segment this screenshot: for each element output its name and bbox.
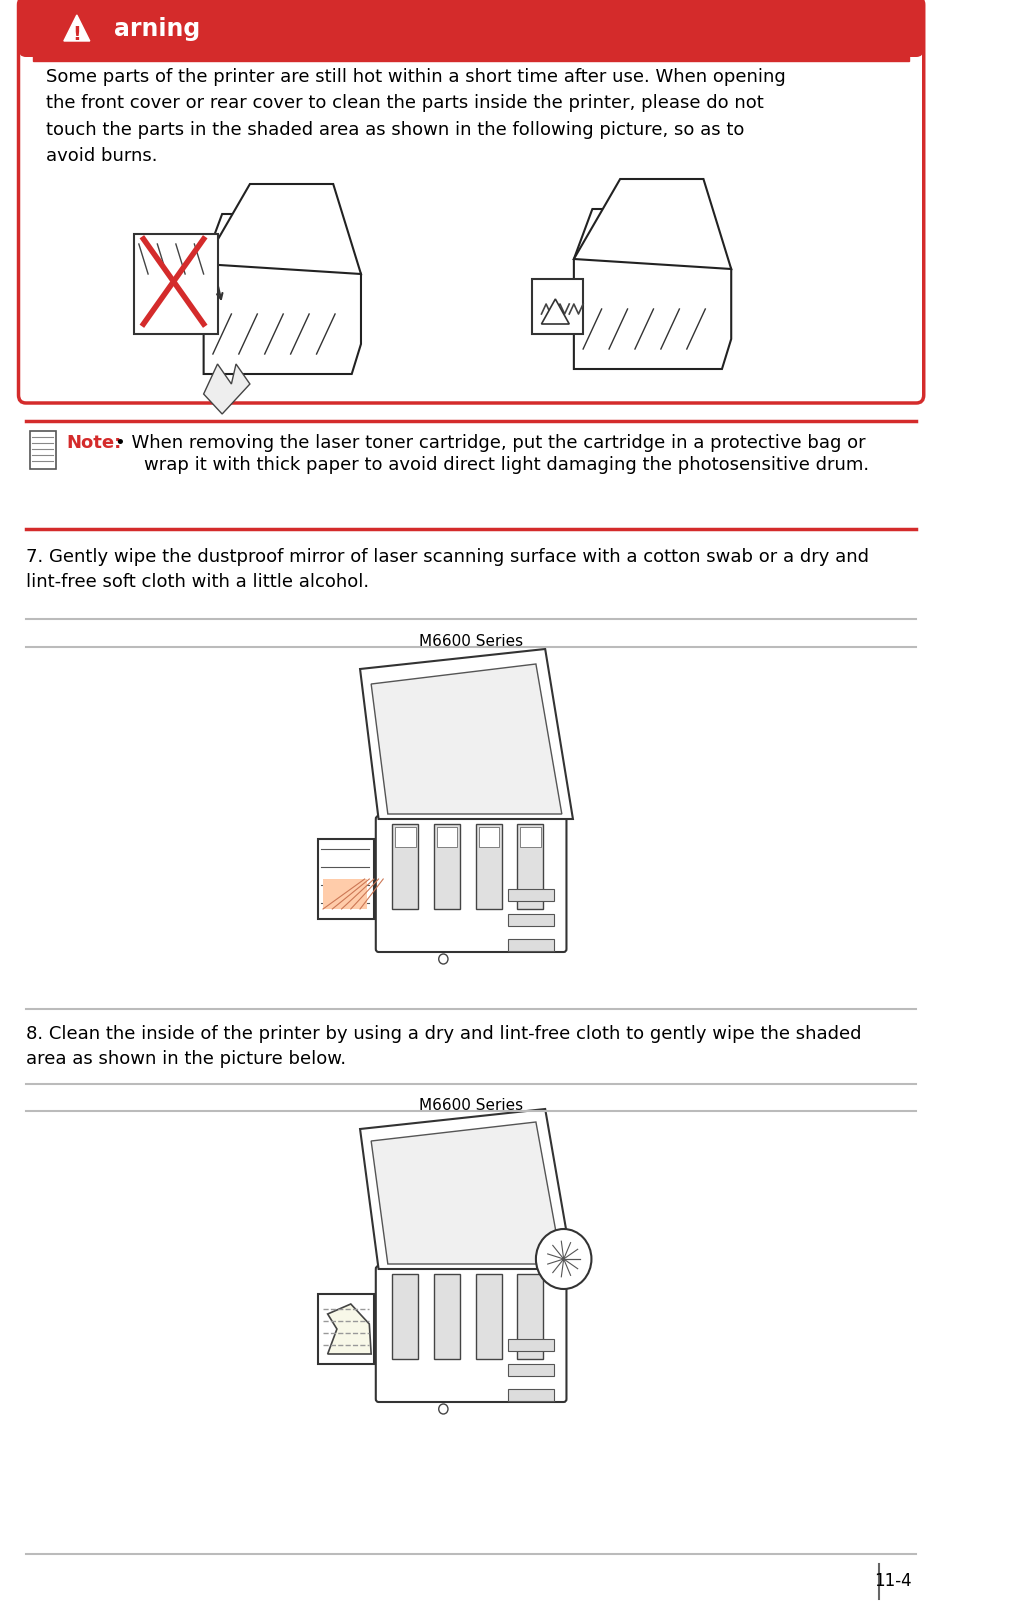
Polygon shape: [204, 364, 249, 414]
Polygon shape: [328, 1305, 372, 1355]
Bar: [517, 825, 544, 910]
Text: • When removing the laser toner cartridge, put the cartridge in a protective bag: • When removing the laser toner cartridg…: [115, 433, 865, 451]
Bar: [475, 1274, 502, 1359]
Polygon shape: [204, 215, 361, 374]
Bar: [508, 889, 555, 902]
Text: 11-4: 11-4: [874, 1571, 912, 1589]
FancyBboxPatch shape: [376, 817, 566, 952]
Bar: [393, 825, 418, 910]
Polygon shape: [372, 1122, 562, 1265]
Bar: [508, 1364, 555, 1375]
Bar: [34, 48, 909, 63]
Circle shape: [439, 955, 448, 965]
Polygon shape: [574, 210, 731, 369]
Text: M6600 Series: M6600 Series: [419, 1098, 523, 1112]
Polygon shape: [64, 16, 90, 42]
Bar: [30, 432, 56, 470]
Text: Some parts of the printer are still hot within a short time after use. When open: Some parts of the printer are still hot …: [46, 67, 786, 165]
Bar: [319, 839, 374, 920]
Bar: [508, 1339, 555, 1351]
Text: M6600 Series: M6600 Series: [419, 634, 523, 648]
Bar: [508, 1390, 555, 1401]
Circle shape: [439, 1404, 448, 1414]
Polygon shape: [360, 1109, 573, 1270]
Bar: [395, 828, 415, 847]
Bar: [134, 234, 218, 335]
Bar: [478, 828, 499, 847]
Bar: [475, 825, 502, 910]
Bar: [323, 880, 366, 910]
Text: arning: arning: [114, 18, 201, 42]
Circle shape: [535, 1229, 591, 1289]
Bar: [393, 1274, 418, 1359]
FancyBboxPatch shape: [18, 0, 923, 58]
Polygon shape: [372, 664, 562, 814]
FancyBboxPatch shape: [18, 0, 923, 404]
Polygon shape: [204, 185, 361, 274]
Polygon shape: [574, 180, 731, 270]
Polygon shape: [542, 300, 569, 324]
Bar: [319, 1294, 374, 1364]
Bar: [437, 828, 457, 847]
Bar: [508, 939, 555, 952]
FancyBboxPatch shape: [376, 1266, 566, 1403]
Text: 8. Clean the inside of the printer by using a dry and lint-free cloth to gently : 8. Clean the inside of the printer by us…: [25, 1024, 861, 1067]
Bar: [520, 828, 541, 847]
Polygon shape: [360, 650, 573, 820]
Bar: [434, 825, 460, 910]
Bar: [517, 1274, 544, 1359]
Bar: [532, 279, 583, 335]
Text: wrap it with thick paper to avoid direct light damaging the photosensitive drum.: wrap it with thick paper to avoid direct…: [145, 456, 869, 473]
Text: Note:: Note:: [66, 433, 122, 451]
Text: 7. Gently wipe the dustproof mirror of laser scanning surface with a cotton swab: 7. Gently wipe the dustproof mirror of l…: [25, 547, 869, 591]
Bar: [434, 1274, 460, 1359]
Text: !: !: [72, 24, 81, 43]
Bar: [508, 915, 555, 926]
